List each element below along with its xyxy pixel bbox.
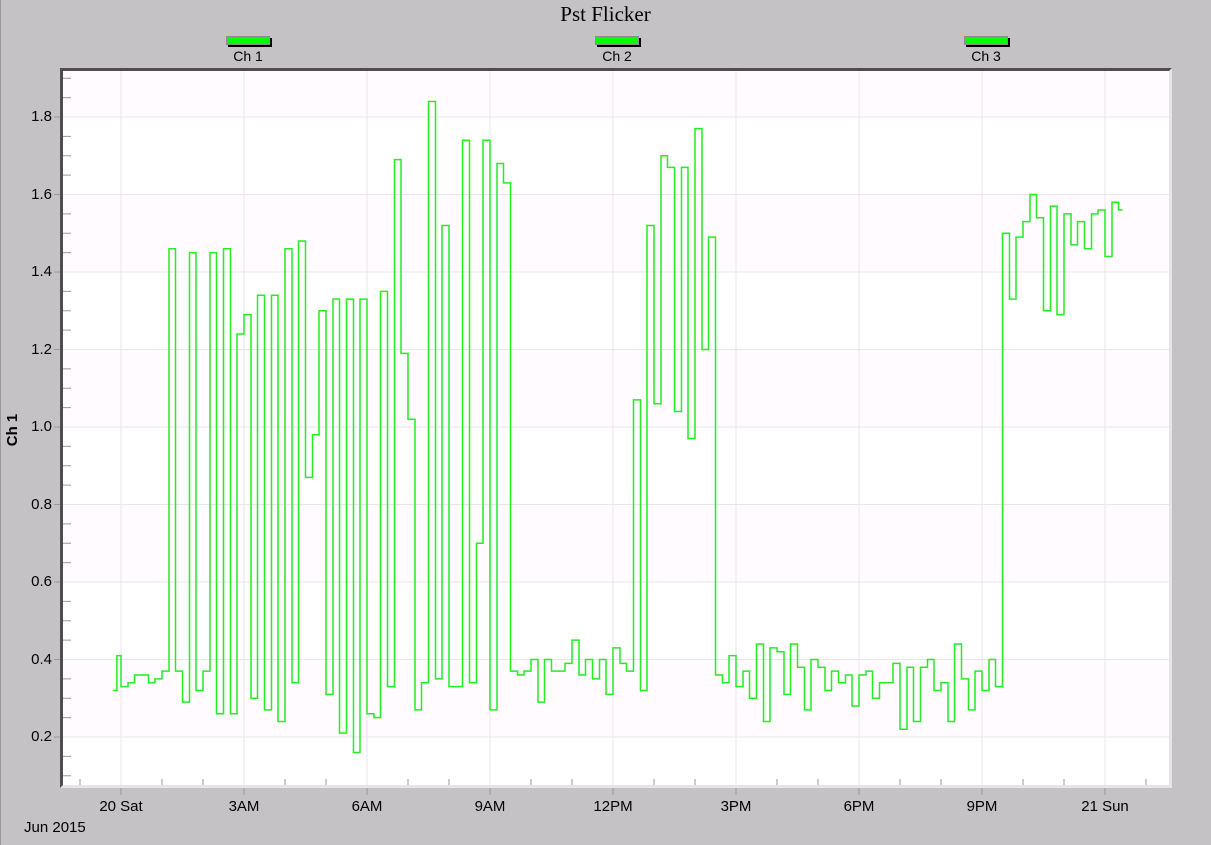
x-tick-label: 9PM (966, 798, 998, 815)
x-axis-date-label: Jun 2015 (24, 819, 86, 836)
y-tick-label: 1.0 (31, 418, 52, 435)
plot-background-bands (63, 71, 1169, 785)
legend-swatch-ch1 (226, 36, 270, 45)
y-axis-ticks (54, 77, 71, 777)
plot-area-frame (60, 68, 1172, 788)
y-tick-label: 1.8 (31, 108, 52, 125)
chart-title: Pst Flicker (560, 2, 651, 26)
x-tick-label: 9AM (474, 798, 506, 815)
x-tick-label: 20 Sat (99, 798, 143, 815)
window-left-edge (0, 0, 1, 845)
x-tick-label: 3PM (720, 798, 752, 815)
y-tick-label: 0.2 (31, 728, 52, 745)
legend-item-ch2[interactable]: Ch 2 (587, 36, 647, 63)
legend-swatch-ch3 (964, 36, 1008, 45)
legend-swatch-ch2 (595, 36, 639, 45)
legend-item-ch1[interactable]: Ch 1 (218, 36, 278, 63)
x-tick-label: 12PM (593, 798, 633, 815)
y-tick-label: 0.6 (31, 573, 52, 590)
legend-label-ch1: Ch 1 (233, 48, 263, 64)
x-tick-label: 3AM (228, 798, 260, 815)
x-axis-ticks (79, 779, 1147, 795)
y-tick-label: 0.4 (31, 650, 52, 668)
y-tick-label: 1.6 (31, 185, 52, 203)
x-tick-label: 6PM (843, 798, 875, 815)
legend-item-ch3[interactable]: Ch 3 (956, 36, 1016, 63)
y-tick-label: 0.8 (31, 495, 52, 513)
y-tick-label: 1.4 (31, 263, 52, 280)
ch1-data-line (112, 100, 1123, 754)
legend-label-ch3: Ch 3 (971, 48, 1001, 64)
y-tick-label: 1.2 (31, 340, 52, 358)
legend-label-ch2: Ch 2 (602, 48, 632, 64)
x-tick-label: 21 Sun (1081, 798, 1129, 815)
x-tick-label: 6AM (351, 798, 383, 815)
